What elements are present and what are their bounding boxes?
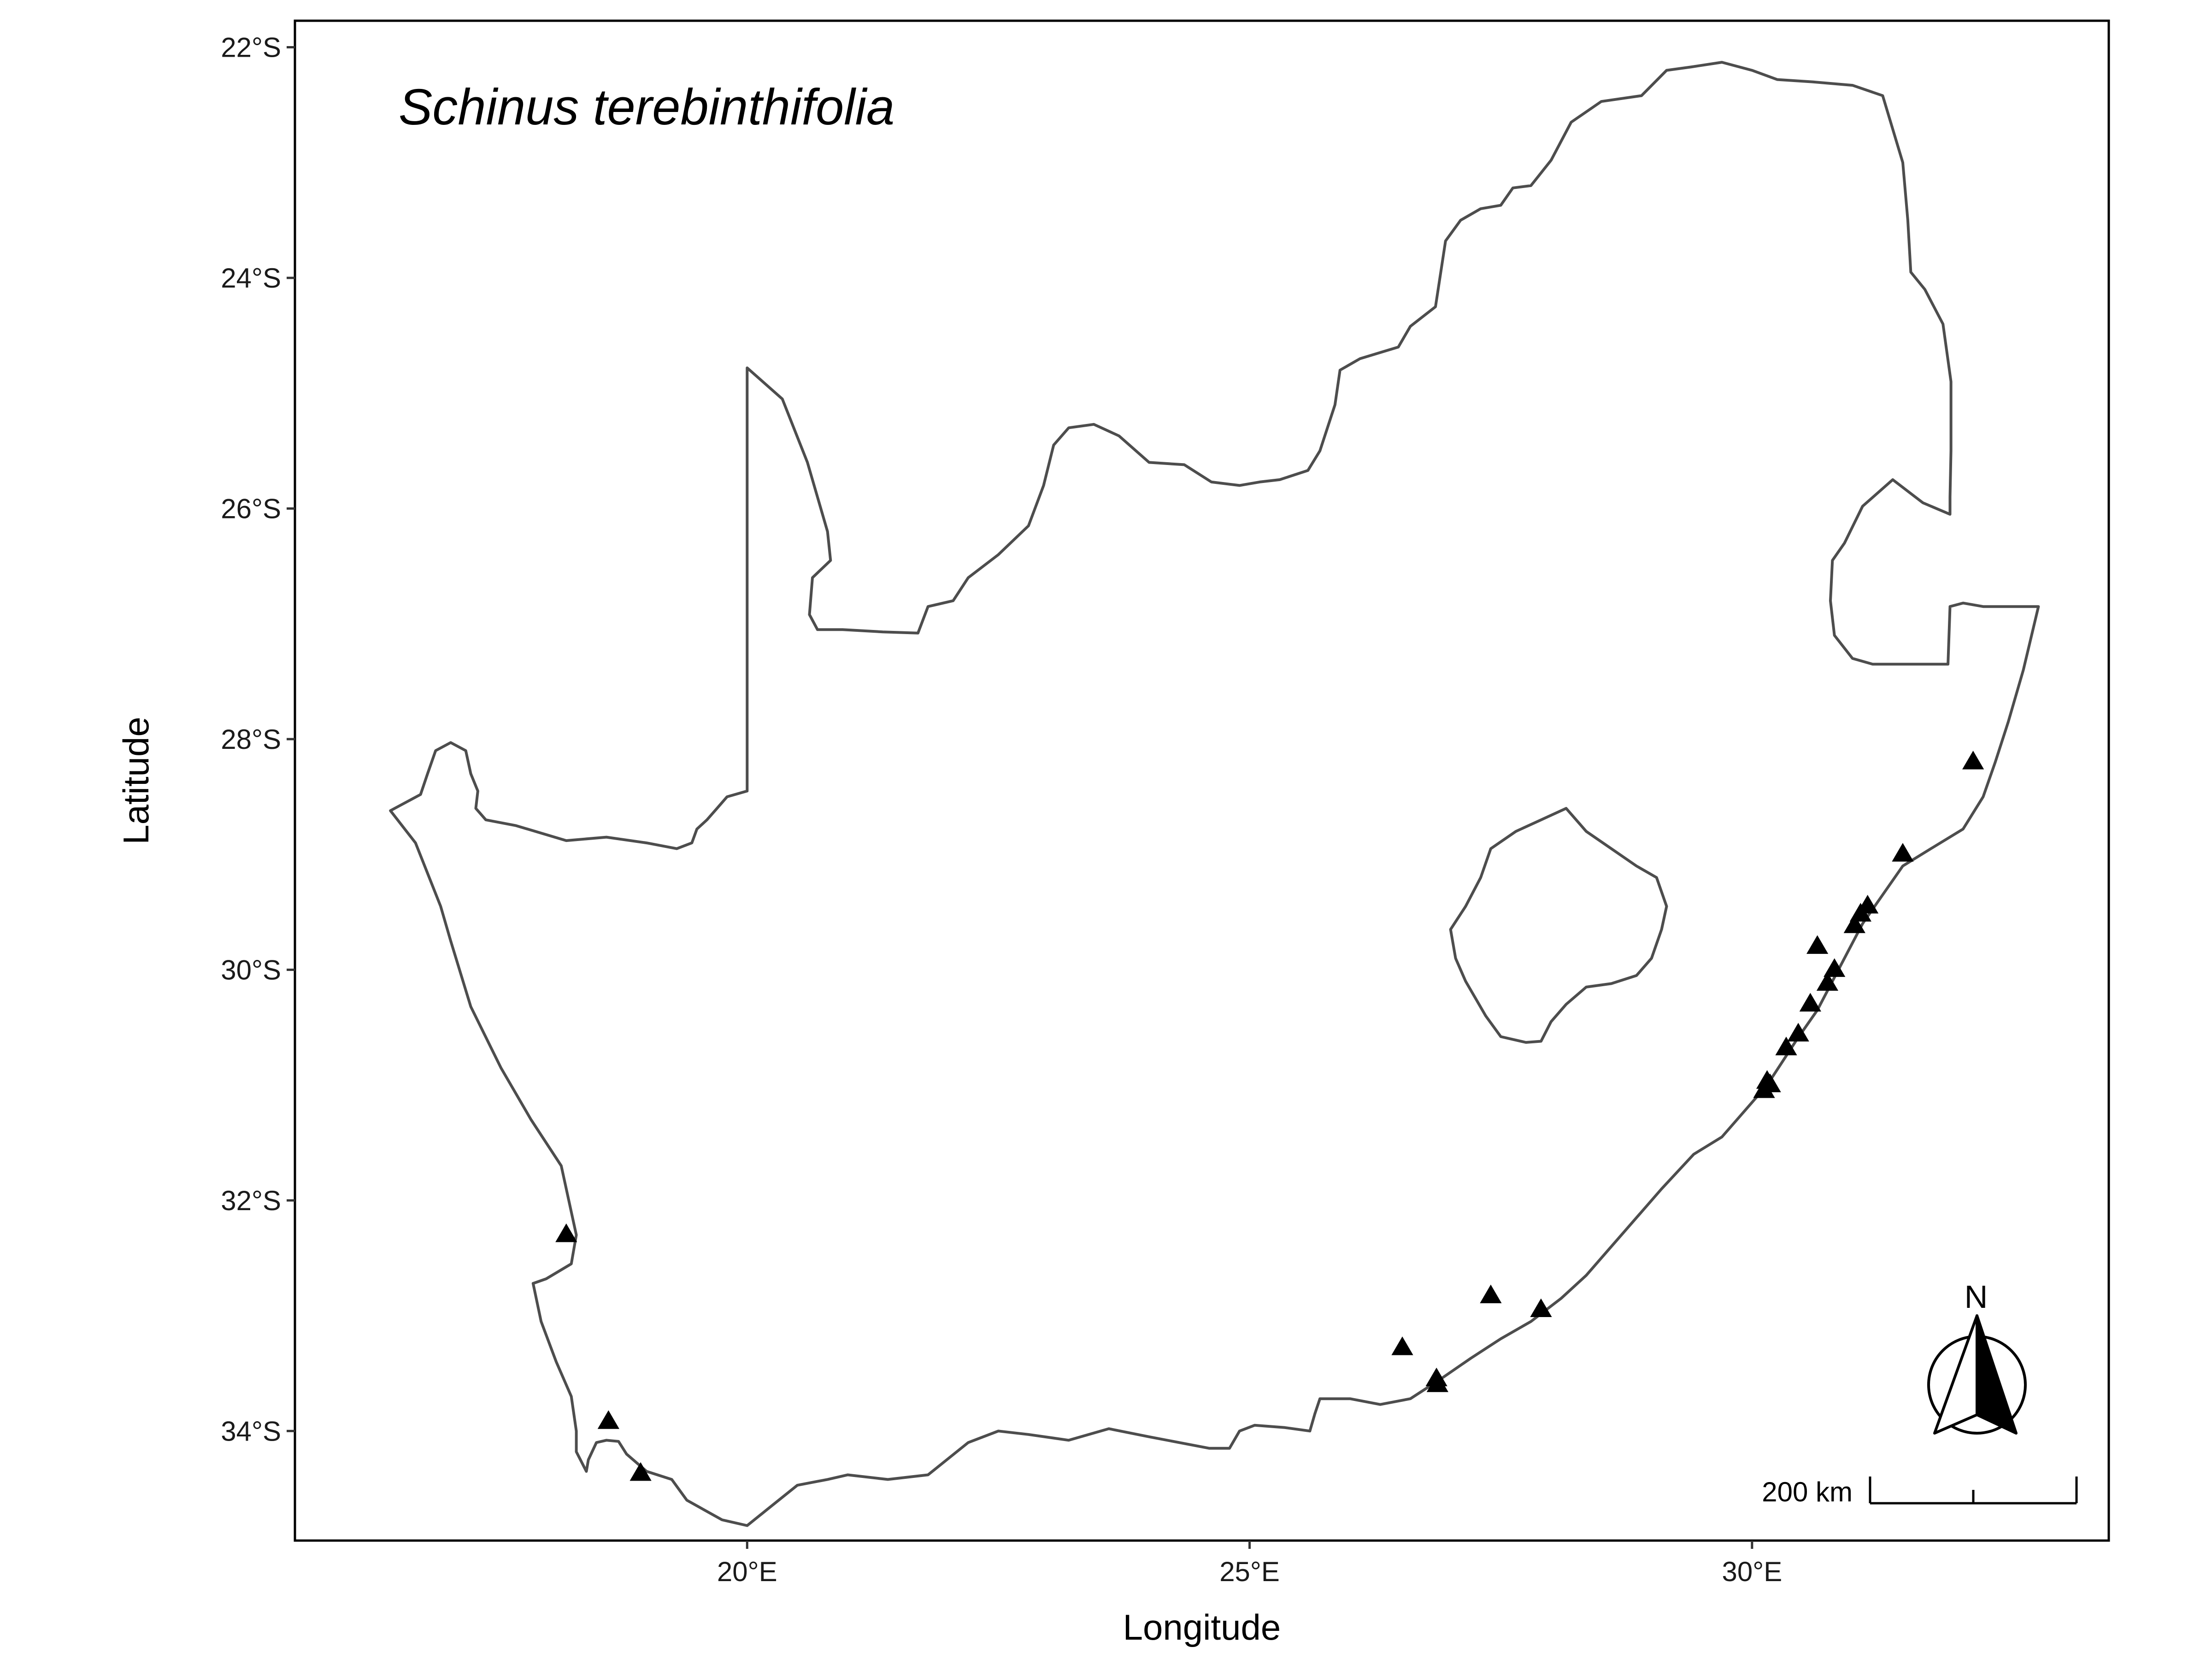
north-arrow-right-half-icon [1976, 1314, 2018, 1435]
occurrence-point [1843, 914, 1865, 933]
south-africa-outline [389, 61, 2040, 1527]
occurrence-point [1426, 1373, 1448, 1392]
occurrence-point [555, 1223, 577, 1242]
north-label: N [1965, 1279, 1988, 1315]
y-tick-label: 28°S [221, 724, 281, 755]
x-tick-label: 25°E [1219, 1556, 1280, 1587]
occurrence-points [555, 750, 1984, 1481]
occurrence-point [629, 1462, 652, 1481]
y-tick-label: 24°S [221, 263, 281, 294]
north-arrow: N [1927, 1279, 2027, 1435]
occurrence-point [1816, 972, 1839, 991]
occurrence-point [1480, 1284, 1502, 1304]
occurrence-point [1759, 1073, 1781, 1093]
occurrence-point [1775, 1036, 1797, 1056]
y-tick-label: 30°S [221, 954, 281, 985]
occurrence-point [1892, 843, 1914, 862]
y-axis: 22°S 24°S 26°S 28°S 30°S 32°S 34°S [221, 32, 295, 1447]
y-axis-title: Latitude [116, 717, 156, 845]
x-tick-label: 20°E [717, 1556, 777, 1587]
lesotho-outline [1449, 807, 1668, 1044]
occurrence-point [1962, 750, 1984, 770]
x-axis: 20°E 25°E 30°E [717, 1541, 1782, 1587]
occurrence-point [1530, 1298, 1552, 1318]
occurrence-point [1824, 958, 1846, 977]
y-tick-label: 34°S [221, 1416, 281, 1447]
occurrence-point [1857, 894, 1879, 914]
occurrence-point [1391, 1336, 1413, 1355]
scale-bar: 200 km [1762, 1477, 2078, 1507]
occurrence-point [1787, 1023, 1809, 1042]
panel-background [295, 21, 2109, 1541]
map-outlines [389, 61, 2040, 1527]
occurrence-point [1799, 993, 1821, 1012]
panel-border [294, 19, 2110, 1542]
map-title: Schinus terebinthifolia [399, 79, 894, 135]
scale-bar-label: 200 km [1762, 1477, 1853, 1507]
y-tick-label: 26°S [221, 493, 281, 524]
occurrence-point [1806, 935, 1829, 954]
y-tick-label: 22°S [221, 32, 281, 63]
x-tick-label: 30°E [1722, 1556, 1783, 1587]
occurrence-point [597, 1410, 619, 1429]
y-tick-label: 32°S [221, 1185, 281, 1216]
x-axis-title: Longitude [1123, 1607, 1281, 1647]
